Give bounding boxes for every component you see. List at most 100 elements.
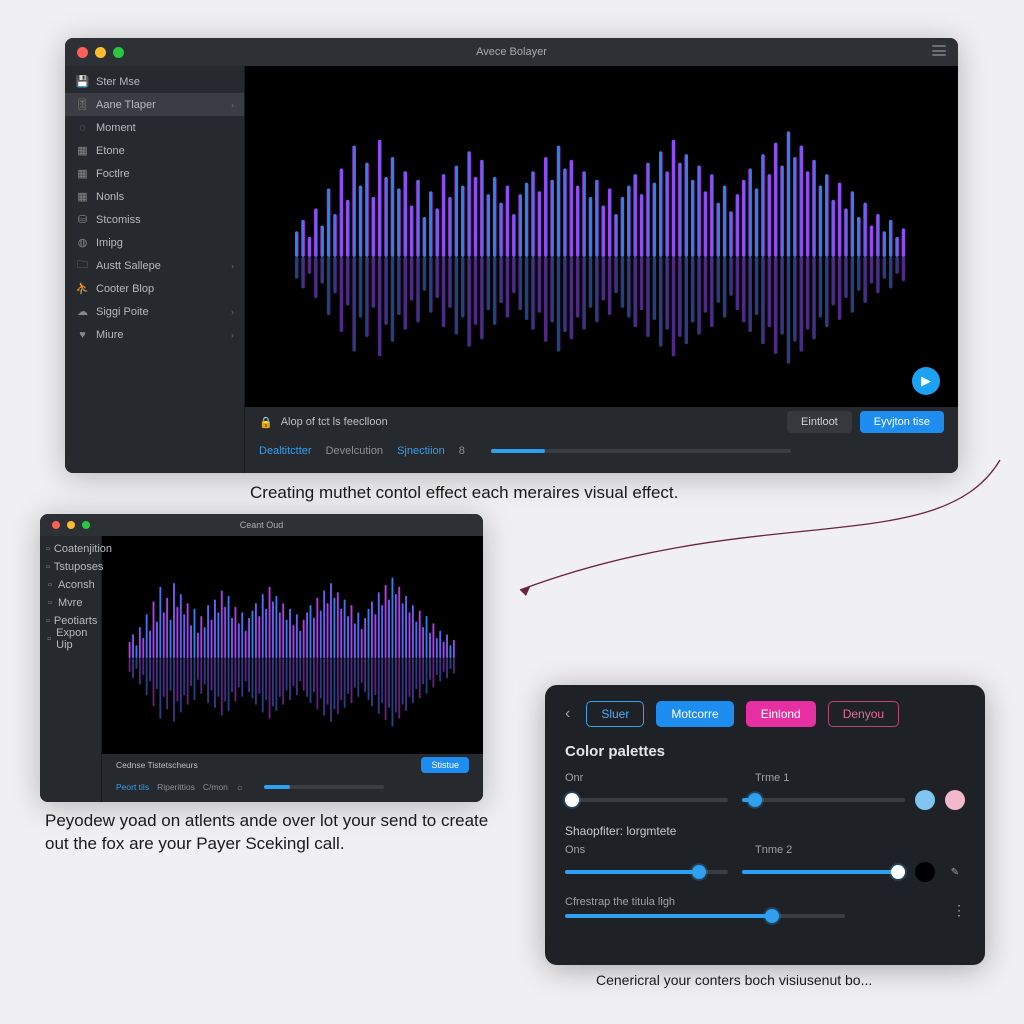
audio-visualizer (102, 536, 483, 754)
slider[interactable] (742, 870, 905, 874)
sidebar-item[interactable]: 🗀 Austt Sallepe › (65, 254, 244, 277)
hamburger-icon[interactable] (932, 45, 946, 56)
slider-label: Trme 1 (755, 772, 789, 784)
sidebar-item[interactable]: ▦Foctlre (65, 162, 244, 185)
back-chevron-icon[interactable]: ‹ (565, 705, 574, 723)
slider-row-1: Onr Trme 1 (565, 772, 965, 810)
chevron-right-icon: › (231, 261, 234, 271)
sidebar-item[interactable]: ▦Nonls (65, 185, 244, 208)
toolbar-link[interactable]: Riperittios (157, 782, 195, 792)
slider[interactable] (565, 870, 728, 874)
sidebar-item-label: Aane Tlaper (96, 99, 156, 111)
sidebar-item-label: Miure (96, 329, 124, 341)
panel-subheading: Shaopfiter: lorgmtete (565, 824, 965, 838)
toolbar-status-label: Cednse Tistetscheurs (116, 760, 198, 770)
bullet-icon: ▫ (46, 563, 50, 571)
progress-bar[interactable] (491, 449, 791, 453)
toolbar-link[interactable]: Dealtitctter (259, 445, 312, 457)
sidebar-item[interactable]: ▦ Etone (65, 139, 244, 162)
sidebar-item[interactable]: ☁Siggi Poite› (65, 300, 244, 323)
preview-window: Ceant Oud ▫Coatenjition▫Tstuposes▫Aconsh… (40, 514, 483, 802)
tab-motcorre[interactable]: Motcorre (656, 701, 733, 727)
bullet-icon: ▫ (46, 617, 50, 625)
content-area: ▶ 🔒 Alop of tct ls feeclloon Eintloot Ey… (245, 66, 958, 473)
settings-panel: ‹ Sluer Motcorre Einlond Denyou Color pa… (545, 685, 985, 965)
window-title: Avece Bolayer (65, 46, 958, 58)
slider-label: Tnme 2 (755, 844, 792, 856)
slider[interactable] (565, 798, 728, 802)
slider[interactable] (742, 798, 905, 802)
sidebar: 💾Ster Mse 🎚 Aane Tlaper › ◌Moment ▦ Etone ▦Foct… (65, 66, 245, 473)
sidebar-item[interactable]: ♥ Miure › (65, 323, 244, 346)
sidebar-item[interactable]: ⛹Cooter Blop (65, 277, 244, 300)
heart-icon: ♥ (77, 329, 88, 340)
sidebar-item[interactable]: ◌Moment (65, 116, 244, 139)
sidebar-item[interactable]: ▫Coatenjition (40, 540, 101, 558)
sidebar-item[interactable]: ▫ Expon Uip (40, 630, 101, 648)
sidebar-item-label: Stcomiss (96, 214, 141, 226)
sidebar-item-label: Peotiarts (54, 615, 97, 627)
slider-row-3: Cfrestrap the titula ligh (565, 896, 965, 918)
more-icon[interactable]: ⋮ (952, 902, 967, 919)
sidebar-item[interactable]: 🎚 Aane Tlaper › (65, 93, 244, 116)
color-swatch[interactable] (915, 790, 935, 810)
cloud-icon: ☁ (77, 306, 88, 317)
sidebar-item-label: Cooter Blop (96, 283, 154, 295)
sidebar-item-label: Nonls (96, 191, 124, 203)
title-bar: Ceant Oud (40, 514, 483, 536)
bullet-icon: ▫ (46, 635, 52, 643)
play-fab-button[interactable]: ▶ (912, 367, 940, 395)
sidebar-item-label: Foctlre (96, 168, 130, 180)
chevron-right-icon: › (231, 330, 234, 340)
sidebar-item[interactable]: ▫ Mvre (40, 594, 101, 612)
secondary-button[interactable]: Eintloot (787, 411, 852, 433)
slider-row-2: Ons Tnme 2 ✎ (565, 844, 965, 882)
sidebar-item-label: Aconsh (58, 579, 95, 591)
sidebar-item-label: Etone (96, 145, 125, 157)
doc-icon: ▦ (77, 145, 88, 156)
toolbar-link[interactable]: C/mon (203, 782, 228, 792)
audio-visualizer: ▶ (245, 66, 958, 407)
slider[interactable] (565, 914, 845, 918)
color-swatch[interactable] (915, 862, 935, 882)
color-swatch[interactable] (945, 790, 965, 810)
toolbar-link[interactable]: Develcution (326, 445, 383, 457)
panel-heading: Color palettes (565, 743, 965, 760)
disk-icon: ⛁ (77, 214, 88, 225)
sidebar-item[interactable]: ◍Imipg (65, 231, 244, 254)
sidebar-item-label: Siggi Poite (96, 306, 149, 318)
title-bar: Avece Bolayer (65, 38, 958, 66)
chevron-right-icon: › (231, 100, 234, 110)
sidebar-item-label: Expon Uip (56, 627, 95, 651)
toolbar-link[interactable]: Sjnectiion (397, 445, 445, 457)
tab-denyou[interactable]: Denyou (828, 701, 899, 727)
sidebar-item[interactable]: 💾Ster Mse (65, 70, 244, 93)
sidebar-item[interactable]: ⛁ Stcomiss (65, 208, 244, 231)
folder-icon: 🗀 (77, 260, 88, 271)
slider-label: Cfrestrap the titula ligh (565, 896, 755, 908)
tune-icon: 🎚 (77, 99, 88, 110)
edit-icon[interactable]: ✎ (945, 862, 965, 882)
sidebar-item-label: Mvre (58, 597, 82, 609)
bullet-icon: ▫ (46, 545, 50, 553)
slider-label: Ons (565, 844, 755, 856)
sidebar-item[interactable]: ▫Tstuposes (40, 558, 101, 576)
primary-button[interactable]: Eyvjton tise (860, 411, 944, 433)
bottom-toolbar: 🔒 Alop of tct ls feeclloon Eintloot Eyvj… (245, 407, 958, 473)
main-app-window: Avece Bolayer 💾Ster Mse 🎚 Aane Tlaper › ◌Mom… (65, 38, 958, 473)
tab-einlond[interactable]: Einlond (746, 701, 816, 727)
bullet-icon: ▫ (46, 599, 54, 607)
circle-icon: ◌ (77, 122, 88, 133)
sidebar-item[interactable]: ▫Aconsh (40, 576, 101, 594)
sidebar: ▫Coatenjition▫Tstuposes▫Aconsh▫Mvre▫Peot… (40, 536, 102, 802)
toolbar-status-label: Alop of tct ls feeclloon (281, 416, 388, 428)
sidebar-item-label: Imipg (96, 237, 123, 249)
panel-tabs: ‹ Sluer Motcorre Einlond Denyou (565, 701, 965, 727)
toolbar-link[interactable]: Peort tils (116, 782, 149, 792)
caption-text: Peyodew yoad on atlents ande over lot yo… (45, 810, 505, 856)
sidebar-item-label: Austt Sallepe (96, 260, 161, 272)
tab-sluer[interactable]: Sluer (586, 701, 644, 727)
lock-icon: 🔒 (259, 416, 273, 429)
primary-button[interactable]: Stistue (421, 757, 469, 773)
progress-bar[interactable] (264, 785, 384, 789)
